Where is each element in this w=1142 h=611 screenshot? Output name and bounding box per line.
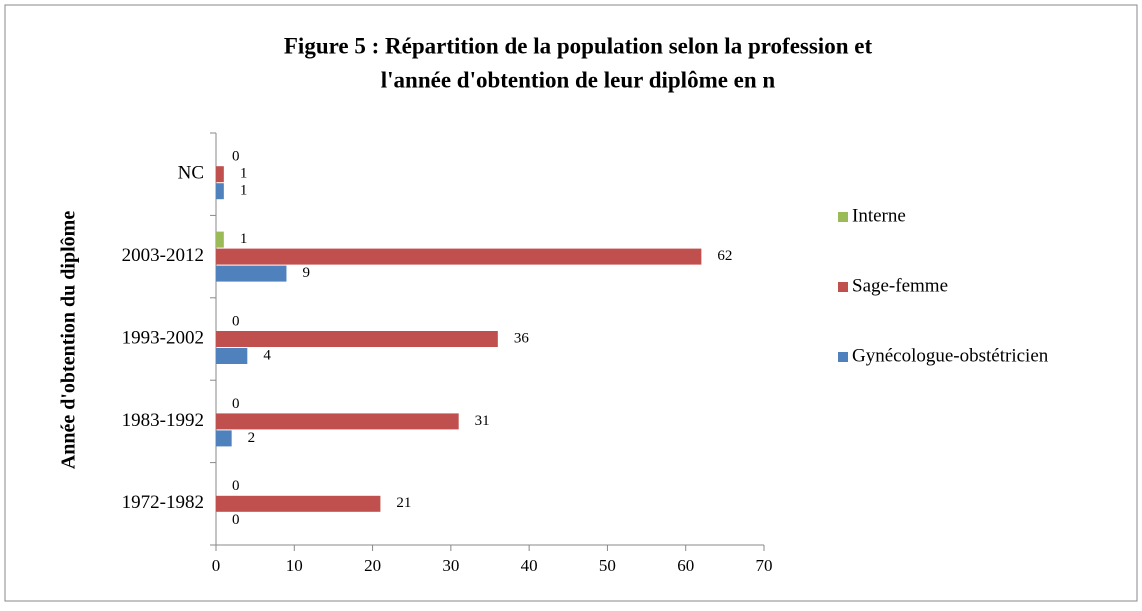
bar [216, 495, 381, 512]
chart-frame [4, 4, 1138, 602]
x-tick-label: 0 [212, 556, 221, 575]
legend-label: Sage-femme [852, 275, 948, 296]
bar [216, 413, 459, 430]
x-tick-label: 20 [364, 556, 381, 575]
value-label: 2 [248, 430, 256, 446]
legend-swatch [838, 212, 848, 222]
value-label: 62 [717, 248, 732, 264]
value-label: 0 [232, 313, 240, 329]
x-tick-label: 30 [442, 556, 459, 575]
legend-label: Gynécologue-obstétricien [852, 345, 1049, 366]
value-label: 1 [240, 183, 248, 199]
y-tick-label: 2003-2012 [122, 245, 204, 266]
y-axis-title: Année d'obtention du diplôme [58, 211, 80, 470]
x-tick-label: 10 [286, 556, 303, 575]
x-tick-label: 50 [599, 556, 616, 575]
value-label: 4 [263, 347, 271, 363]
value-label: 31 [475, 413, 490, 429]
value-label: 9 [302, 265, 310, 281]
value-label: 1 [240, 166, 248, 182]
value-label: 1 [240, 231, 248, 247]
value-label: 0 [232, 396, 240, 412]
y-tick-label: NC [178, 163, 204, 184]
bar [216, 183, 224, 200]
bar [216, 231, 224, 248]
bar [216, 348, 248, 364]
bar [216, 430, 232, 447]
legend-swatch [838, 352, 848, 362]
value-label: 0 [232, 478, 240, 494]
x-tick-label: 40 [521, 556, 538, 575]
value-label: 36 [514, 330, 530, 346]
legend-swatch [838, 282, 848, 292]
y-tick-label: 1972-1982 [122, 492, 204, 513]
chart-subtitle: l'année d'obtention de leur diplôme en n [381, 67, 776, 92]
legend-label: Interne [852, 205, 906, 226]
chart-title: Figure 5 : Répartition de la population … [284, 33, 873, 58]
x-tick-label: 60 [677, 556, 694, 575]
bar [216, 248, 702, 265]
bar [216, 331, 498, 347]
value-label: 0 [232, 512, 240, 528]
value-label: 21 [396, 495, 411, 511]
x-tick-label: 70 [756, 556, 773, 575]
value-label: 0 [232, 149, 240, 165]
bar [216, 166, 224, 183]
y-tick-label: 1983-1992 [122, 410, 204, 431]
bar [216, 265, 287, 282]
y-tick-label: 1993-2002 [122, 327, 204, 348]
